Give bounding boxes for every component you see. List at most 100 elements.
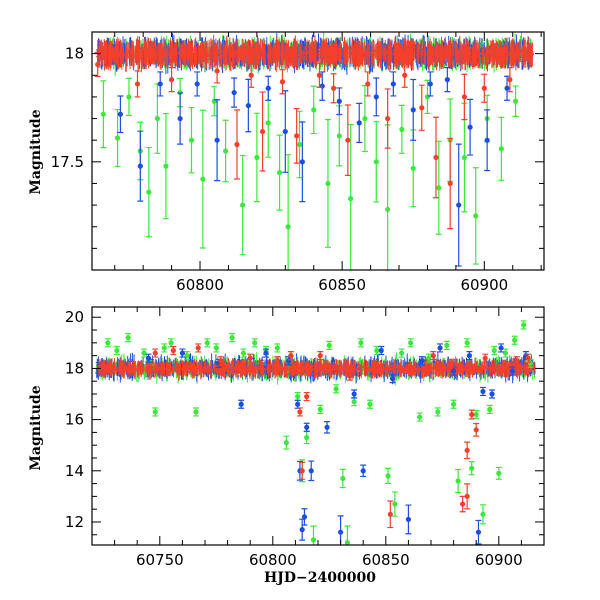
bottom-green-point-32 — [392, 501, 398, 507]
top-green-point-34 — [512, 98, 519, 104]
bottom-green-point-45 — [487, 406, 493, 412]
bottom-y-tick-label: 16 — [65, 411, 84, 429]
bottom-green-point-26 — [344, 539, 350, 545]
top-plot-area — [94, 32, 534, 270]
bottom-blue-point-16 — [378, 347, 384, 354]
top-green-point-5 — [154, 115, 160, 122]
bottom-y-tick-label: 20 — [65, 308, 84, 326]
top-blue-point-19 — [456, 202, 462, 208]
top-blue-point-10 — [299, 159, 305, 165]
top-red-point-19 — [481, 85, 487, 91]
bottom-red-point-17 — [464, 493, 470, 499]
bottom-red-point-0 — [152, 350, 158, 356]
top-green-point-18 — [311, 107, 317, 113]
bottom-blue-point-10 — [304, 424, 310, 430]
bottom-green-point-10 — [213, 345, 219, 351]
bottom-blue-point-12 — [324, 424, 330, 430]
top-green-point-28 — [436, 185, 442, 191]
top-red-point-0 — [95, 61, 101, 68]
bottom-x-tick-label: 60750 — [136, 551, 184, 569]
bottom-blue-point-13 — [338, 529, 344, 535]
bottom-green-point-6 — [168, 340, 174, 346]
bottom-blue-point-0 — [145, 355, 152, 361]
top-blue-point-3 — [177, 115, 183, 122]
top-green-point-27 — [424, 94, 431, 100]
top-green-point-14 — [265, 120, 271, 126]
top-green-point-1 — [114, 135, 121, 141]
bottom-green-point-43 — [473, 411, 479, 418]
top-red-point-11 — [345, 137, 351, 143]
top-green-point-9 — [200, 176, 206, 182]
bottom-red-point-22 — [496, 368, 502, 374]
top-blue-point-8 — [265, 85, 271, 91]
top-blue-point-22 — [504, 85, 510, 91]
bottom-y-axis-label: Magnitude — [28, 385, 44, 470]
bottom-blue-point-19 — [419, 358, 425, 364]
top-green-point-0 — [100, 111, 106, 117]
bottom-green-point-4 — [152, 409, 158, 415]
bottom-blue-point-6 — [295, 401, 301, 407]
top-green-point-13 — [254, 154, 260, 161]
top-red-point-16 — [433, 154, 439, 161]
top-blue-point-11 — [319, 83, 325, 89]
top-red-point-4 — [234, 141, 240, 148]
top-red-point-15 — [419, 105, 425, 111]
top-blue-point-15 — [390, 81, 396, 87]
top-green-point-16 — [285, 224, 291, 230]
top-green-point-30 — [461, 154, 468, 161]
top-blue-point-20 — [467, 124, 473, 130]
top-green-point-12 — [240, 202, 246, 208]
top-red-point-12 — [365, 81, 371, 87]
bottom-red-point-15 — [448, 360, 454, 366]
top-blue-point-12 — [336, 98, 342, 104]
bottom-green-point-46 — [491, 347, 497, 354]
bottom-y-tick-label: 12 — [65, 513, 84, 531]
bottom-green-point-13 — [252, 340, 258, 346]
bottom-green-point-18 — [295, 393, 301, 400]
top-red-point-10 — [331, 85, 337, 91]
bottom-green-point-47 — [496, 470, 502, 476]
bottom-green-point-23 — [326, 342, 332, 348]
bottom-red-point-14 — [430, 353, 436, 359]
bottom-y-tick-label: 18 — [65, 359, 84, 377]
bottom-green-point-37 — [435, 409, 441, 415]
bottom-green-point-44 — [480, 511, 486, 517]
bottom-red-point-12 — [387, 511, 393, 517]
bottom-blue-point-26 — [498, 345, 504, 351]
top-red-point-6 — [259, 128, 266, 135]
bottom-blue-point-18 — [405, 516, 411, 523]
bottom-green-point-41 — [464, 340, 470, 346]
top-blue-point-5 — [214, 137, 220, 143]
bottom-blue-point-4 — [263, 350, 269, 356]
top-red-point-8 — [294, 133, 300, 139]
bottom-green-point-22 — [317, 406, 323, 412]
bottom-red-point-24 — [525, 355, 531, 361]
top-blue-point-17 — [427, 81, 433, 87]
top-y-tick-label: 18 — [65, 45, 84, 63]
bottom-green-point-34 — [408, 340, 414, 346]
bottom-green-point-0 — [105, 340, 111, 346]
bottom-green-point-28 — [358, 340, 364, 346]
top-red-point-14 — [402, 72, 408, 78]
bottom-red-point-21 — [482, 355, 488, 361]
top-green-point-19 — [325, 180, 331, 187]
bottom-red-point-20 — [473, 427, 479, 433]
bottom-green-point-25 — [340, 475, 346, 482]
bottom-blue-point-24 — [480, 388, 486, 395]
bottom-red-point-19 — [469, 411, 475, 418]
bottom-blue-point-15 — [360, 468, 366, 474]
top-red-point-7 — [279, 79, 286, 85]
top-panel: 60800 60850 60900 17.5 18 — [51, 31, 545, 294]
top-x-tick-label: 60900 — [460, 276, 508, 294]
top-red-point-1 — [134, 81, 141, 87]
top-green-point-25 — [399, 126, 405, 132]
bottom-red-point-23 — [514, 358, 520, 364]
bottom-green-point-50 — [521, 322, 527, 328]
bottom-series-green — [104, 320, 534, 545]
bottom-green-point-48 — [502, 350, 509, 356]
bottom-panel: 60750 60800 60850 60900 12 14 16 18 20 — [65, 306, 545, 569]
bottom-red-point-13 — [410, 368, 416, 374]
bottom-blue-point-1 — [179, 350, 185, 356]
top-blue-point-9 — [282, 128, 288, 135]
bottom-green-point-5 — [161, 345, 167, 351]
